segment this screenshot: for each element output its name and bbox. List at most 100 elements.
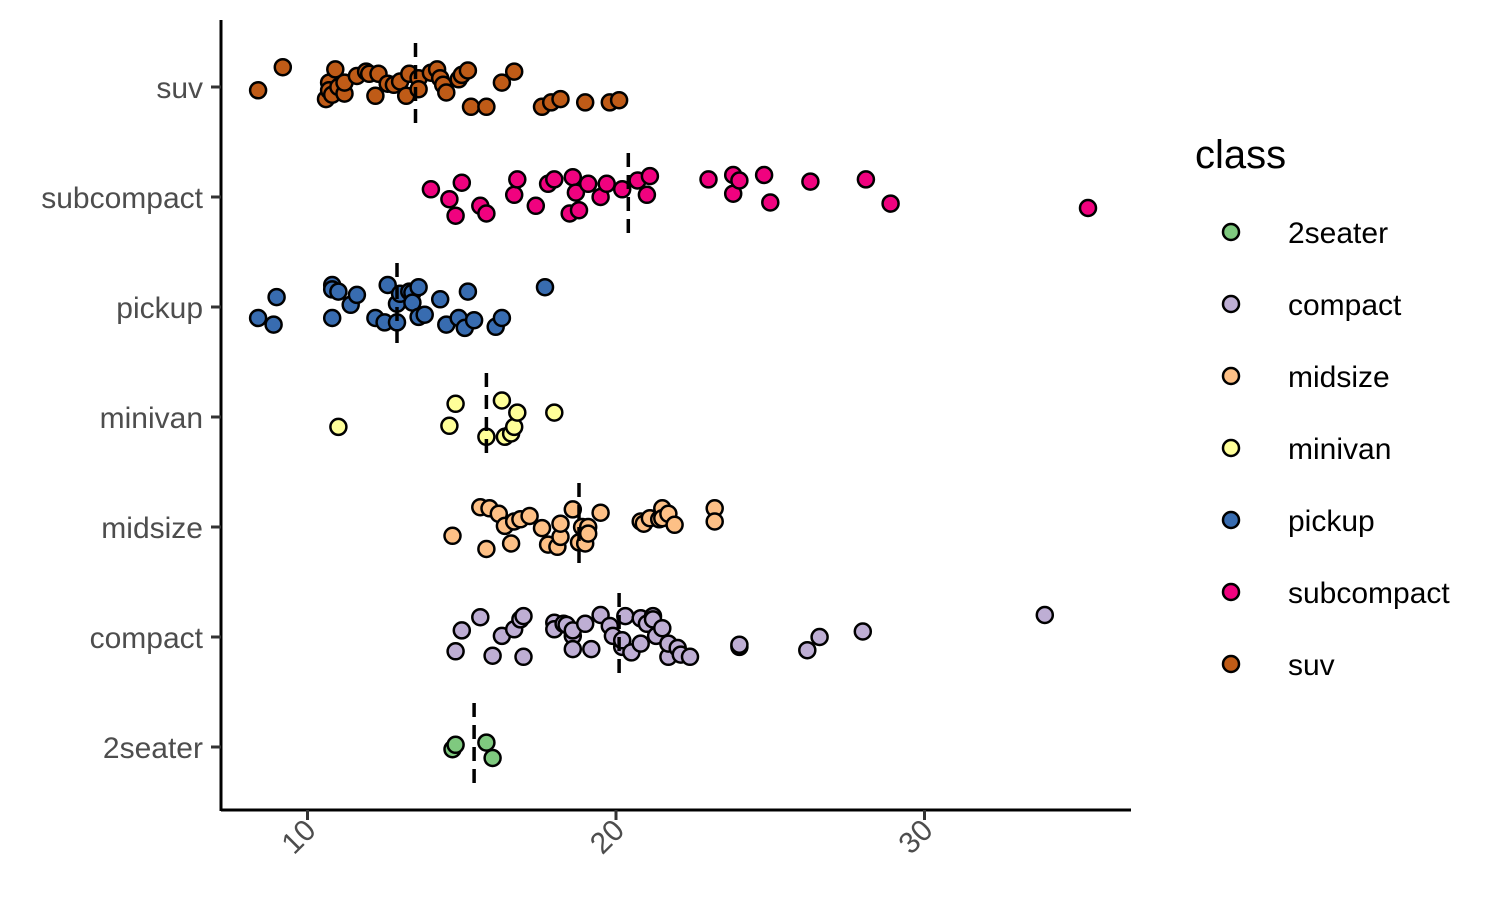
data-point [569,200,589,220]
data-point [461,97,481,117]
data-point [267,287,286,307]
data-point [631,634,650,653]
series-subcompact [421,153,1098,241]
data-point [563,639,583,659]
data-point [504,62,524,81]
data-point [437,83,456,102]
series-midsize [443,483,724,571]
data-point [532,518,552,538]
data-point [446,735,465,755]
y-tick-label: midsize [101,512,203,545]
legend-item-subcompact: subcompact [1221,577,1450,610]
data-point [545,403,564,422]
data-point [680,647,700,667]
data-point [514,647,533,667]
legend-label: pickup [1288,505,1375,538]
data-point [264,315,283,334]
y-tick-label: 2seater [103,732,203,765]
data-point [415,305,434,324]
data-point [705,512,724,531]
x-tick-label: 20 [584,814,631,861]
data-point [699,170,718,189]
data-point [501,534,521,553]
legend-key [1221,654,1241,674]
data-point [504,185,524,205]
data-point [446,206,465,225]
data-point [452,173,472,192]
data-point [810,627,829,647]
plot-area [248,43,1098,791]
data-point [653,618,672,638]
data-point [483,646,502,665]
data-point [612,180,632,199]
data-point [856,170,876,189]
data-point [798,640,817,660]
legend-title: class [1195,133,1286,177]
data-point [492,308,512,328]
x-tick-label: 30 [893,814,940,861]
legend-item-suv: suv [1221,649,1335,682]
x-tick-label: 10 [276,814,323,861]
data-point [545,170,564,189]
data-point [551,89,570,109]
data-point [446,394,465,414]
legend-label: midsize [1288,361,1390,394]
legend-item-2seater: 2seater [1221,217,1388,250]
data-point [801,172,820,191]
data-point [526,196,546,216]
data-point [881,194,900,213]
series-2seater [443,703,502,791]
data-point [640,166,660,186]
data-point [440,189,459,209]
data-point [508,403,527,422]
legend-label: suv [1288,649,1335,682]
data-point [471,607,490,627]
data-point [421,180,441,199]
data-point [458,282,478,301]
legend-items: 2seater compact midsize minivan pickup subcom… [1221,217,1450,682]
series-pickup [248,263,555,351]
legend-key [1221,582,1241,602]
data-point [477,97,496,117]
data-point [446,642,465,661]
legend-label: compact [1288,289,1402,322]
series-minivan [329,373,564,461]
data-point [582,639,601,659]
legend: class 2seater compact midsize minivan pickup… [1195,133,1450,682]
axes: 2seater compact midsize minivan pickup subcom… [41,20,1131,861]
data-point [366,86,385,106]
data-point [452,621,472,640]
data-point [575,614,595,634]
data-point [578,524,598,543]
y-tick-label: pickup [116,292,203,325]
data-point [730,171,749,190]
data-point [326,60,345,79]
data-point [409,277,428,297]
legend-label: subcompact [1288,577,1450,610]
y-tick-label: subcompact [41,182,203,215]
legend-item-midsize: midsize [1221,361,1390,394]
data-point [853,622,873,641]
data-point [730,635,749,654]
data-point [329,282,348,301]
data-point [492,391,512,410]
legend-label: minivan [1288,433,1391,466]
data-point [520,506,539,526]
legend-label: 2seater [1288,217,1388,250]
data-point [347,285,367,305]
data-point [483,748,502,768]
data-point [329,417,348,437]
legend-key [1221,222,1241,242]
data-point [477,204,496,223]
data-point [430,290,450,309]
data-point [563,167,583,187]
y-tick-label: suv [156,72,203,105]
data-point [492,73,512,92]
x-axis-ticks: 10 20 30 [276,810,940,861]
data-point [754,165,774,185]
data-point [665,515,684,535]
data-point [761,193,780,212]
legend-key [1221,366,1241,386]
legend-item-compact: compact [1221,289,1402,322]
